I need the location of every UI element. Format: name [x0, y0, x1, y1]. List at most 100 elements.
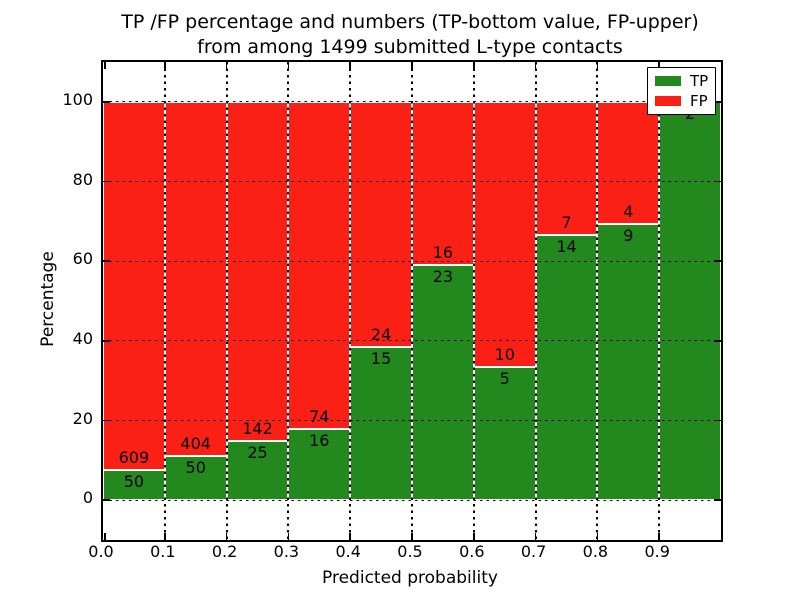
chart-title: TP /FP percentage and numbers (TP-bottom…: [101, 10, 719, 60]
grid-line-y: [103, 181, 721, 182]
x-tick-label: 0.8: [582, 542, 609, 561]
x-tick-mark: [349, 533, 351, 540]
y-tick-label: 0: [82, 488, 93, 508]
bar-value-label-fp: 16: [432, 243, 454, 263]
bar-value-label-fp: 4: [623, 202, 634, 222]
bar-segment-fp: [350, 101, 412, 347]
x-tick-mark: [225, 62, 228, 69]
x-tick-mark: [104, 62, 106, 69]
legend-label-tp: TP: [690, 72, 709, 91]
bar-value-label-fp: 7: [561, 212, 572, 232]
y-tick-label: 100: [62, 89, 93, 109]
bar-value-label-tp: 25: [247, 442, 268, 462]
bar-value-label-tp: 50: [123, 471, 145, 491]
grid-line-x: [658, 62, 661, 540]
x-tick-label: 0.6: [459, 542, 485, 561]
y-tick-mark: [103, 499, 110, 501]
x-tick-mark: [658, 62, 660, 69]
bar-segment-tp: [164, 456, 227, 501]
x-axis-label: Predicted probability: [322, 568, 498, 588]
bar-value-label-fp: 24: [370, 324, 392, 344]
y-tick-label: 80: [72, 169, 93, 189]
x-tick-label: 0.3: [273, 542, 300, 561]
bar-value-label-tp: 9: [623, 226, 634, 246]
y-tick-mark: [714, 340, 721, 342]
tp-swatch-icon: [655, 76, 681, 87]
bar-segment-tp: [597, 224, 660, 501]
bar-segment-fp: [226, 101, 289, 441]
x-tick-label: 0.5: [397, 542, 423, 561]
grid-line-y: [103, 340, 721, 342]
bar-segment-fp: [288, 101, 351, 430]
legend: TP FP: [647, 67, 716, 115]
bar-value-label-tp: 15: [370, 348, 392, 368]
chart-title-line1: TP /FP percentage and numbers (TP-bottom…: [121, 11, 699, 33]
grid-line-y: [103, 499, 721, 501]
grid-line-x: [163, 62, 166, 540]
x-tick-mark: [473, 533, 475, 540]
y-tick-mark: [103, 340, 110, 342]
y-tick-mark: [103, 180, 110, 183]
y-axis-label: Percentage: [38, 251, 58, 347]
y-tick-label: 40: [72, 328, 93, 348]
x-tick-label: 0.2: [211, 542, 238, 561]
y-tick-label: 20: [72, 408, 93, 428]
bar-segment-tp: [103, 469, 165, 501]
bar-segment-tp: [535, 234, 598, 501]
grid-line-y: [103, 101, 721, 103]
x-tick-label: 0.1: [150, 542, 176, 561]
x-tick-mark: [473, 62, 475, 69]
grid-line-y: [103, 260, 721, 262]
x-tick-label: 0.0: [88, 542, 114, 561]
y-tick-mark: [103, 101, 110, 103]
grid-line-x: [225, 62, 228, 540]
x-tick-label: 0.7: [520, 542, 547, 561]
grid-line-x: [411, 62, 413, 540]
x-tick-mark: [596, 62, 599, 69]
legend-entry-tp: TP: [648, 73, 715, 89]
bar-segment-tp: [659, 101, 721, 501]
x-tick-label: 0.4: [335, 542, 361, 561]
x-tick-mark: [596, 533, 599, 540]
x-tick-mark: [658, 533, 660, 540]
plot-area: 506095040425142167415242316510147942: [101, 60, 723, 542]
x-tick-mark: [164, 62, 166, 69]
grid-line-x: [349, 62, 352, 540]
x-tick-mark: [411, 62, 413, 69]
y-tick-mark: [714, 101, 721, 103]
grid-line-x: [534, 62, 537, 540]
bar-value-label-tp: 23: [432, 267, 454, 287]
y-tick-mark: [714, 499, 721, 501]
fp-swatch-icon: [655, 95, 681, 106]
bar-value-label-tp: 5: [499, 369, 510, 389]
x-tick-label: 0.9: [644, 542, 670, 561]
y-tick-mark: [103, 419, 110, 422]
chart-title-line2: from among 1499 submitted L-type contact…: [197, 36, 623, 58]
bar-value-label-fp: 609: [118, 447, 150, 467]
legend-entry-fp: FP: [648, 93, 715, 109]
bar-value-label-tp: 16: [309, 431, 330, 451]
bar-segment-fp: [103, 101, 165, 470]
x-tick-mark: [411, 533, 413, 540]
x-tick-mark: [225, 533, 228, 540]
bar-segment-fp: [535, 101, 598, 235]
grid-line-x: [472, 62, 475, 540]
legend-label-fp: FP: [690, 91, 708, 110]
bar-value-label-fp: 10: [494, 345, 515, 365]
y-tick-mark: [714, 180, 721, 183]
grid-line-x: [287, 62, 290, 540]
x-tick-mark: [287, 533, 290, 540]
y-tick-mark: [714, 419, 721, 422]
bar-value-label-tp: 14: [556, 236, 577, 256]
bar-segment-fp: [164, 101, 227, 457]
bar-segment-tp: [412, 265, 474, 501]
bar-segment-fp: [473, 101, 536, 368]
bar-value-label-tp: 50: [185, 458, 206, 478]
x-tick-mark: [534, 533, 537, 540]
grid-line-y: [103, 420, 721, 421]
bar-value-label-fp: 142: [242, 418, 273, 438]
bar-value-label-fp: 74: [309, 407, 330, 427]
bar-segment-tp: [350, 346, 412, 501]
x-tick-mark: [104, 533, 106, 540]
